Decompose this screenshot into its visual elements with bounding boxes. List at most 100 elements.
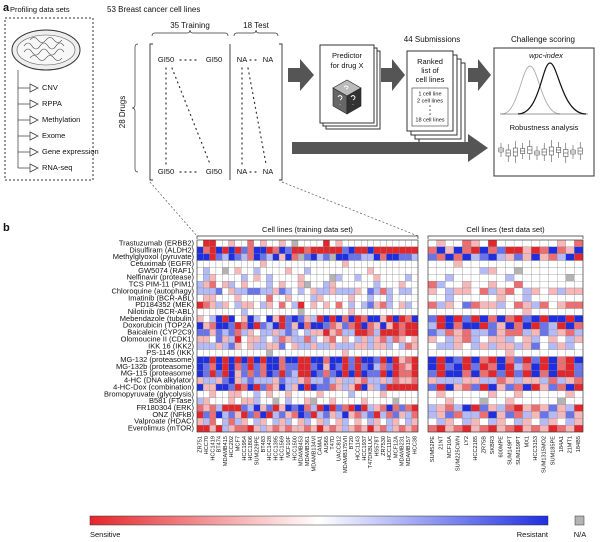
row-label: MG-132 (proteasome): [120, 355, 194, 364]
heatmap-cell: [548, 390, 558, 398]
heatmap-cell: [392, 315, 400, 323]
heatmap-cell: [445, 315, 454, 323]
heatmap-cell: [291, 260, 299, 268]
heatmap-cell: [398, 322, 406, 330]
heatmap-cell: [234, 308, 242, 316]
heatmap-cell: [548, 335, 558, 344]
heatmap-cell: [329, 342, 337, 350]
heatmap-cell: [453, 322, 463, 330]
heatmap-cell: [565, 274, 575, 282]
heatmap-cell: [291, 376, 299, 385]
heatmap-cell: [531, 280, 541, 289]
heatmap-cell: [453, 335, 463, 344]
column-label: HCC1187: [387, 436, 393, 460]
heatmap-cell: [222, 411, 229, 419]
heatmap-cell: [367, 315, 374, 323]
heatmap-cell: [470, 383, 480, 392]
heatmap-cell: [329, 424, 337, 433]
heatmap-cell: [253, 335, 261, 344]
heatmap-cell: [405, 349, 412, 357]
heatmap-cell: [241, 376, 248, 385]
heatmap-cell: [557, 301, 566, 309]
heatmap-cell: [405, 308, 412, 316]
heatmap-cell: [285, 294, 292, 302]
heatmap-cell: [367, 404, 374, 412]
heatmap-cell: [496, 383, 506, 392]
column-label: BT474: [217, 436, 223, 452]
heatmap-cell: [316, 397, 324, 405]
heatmap-cell: [272, 274, 280, 282]
heatmap-cell: [479, 260, 489, 268]
heatmap-cell: [209, 383, 217, 392]
heatmap-cell: [436, 397, 446, 405]
column-label: MX1: [525, 436, 531, 448]
heatmap-cell: [574, 356, 584, 364]
column-label: BT483: [261, 436, 267, 452]
heatmap-cell: [297, 342, 305, 350]
heatmap-cell: [291, 342, 299, 350]
heatmap-cell: [386, 383, 393, 392]
heatmap-cell: [565, 349, 575, 357]
heatmap-cell: [373, 280, 381, 289]
heatmap-cell: [470, 390, 480, 398]
heatmap-cell: [222, 294, 229, 302]
heatmap-cell: [548, 246, 558, 254]
heatmap-cell: [203, 335, 210, 344]
heatmap-cell: [234, 376, 242, 385]
heatmap-cell: [367, 397, 374, 405]
heatmap-cell: [411, 383, 419, 392]
heatmap-cell: [427, 397, 437, 405]
heatmap-cell: [367, 363, 374, 371]
heatmap-cell: [310, 397, 318, 405]
heatmap-cell: [209, 404, 217, 412]
heatmap-cell: [462, 335, 472, 344]
heatmap-cell: [297, 424, 305, 433]
heatmap-frame: [196, 239, 419, 433]
heatmap-cell: [272, 294, 280, 302]
heatmap-cell: [445, 424, 454, 433]
row-label: Chloroquine (autophagy): [111, 286, 194, 295]
heatmap-cell: [266, 349, 273, 357]
heatmap-cell: [228, 253, 236, 261]
heatmap-cell: [392, 363, 400, 371]
column-label: HCC1395: [273, 436, 279, 461]
heatmap-cell: [427, 376, 437, 385]
heatmap-cell: [488, 280, 498, 289]
heatmap-cell: [531, 308, 541, 316]
heatmap-cell: [367, 267, 374, 275]
heatmap-cell: [253, 342, 261, 350]
arrow: [468, 59, 491, 91]
heatmap-cell: [361, 287, 368, 296]
heatmap-cell: [228, 267, 236, 275]
heatmap-cell: [405, 376, 412, 385]
heatmap-cell: [445, 267, 454, 275]
heatmap-cell: [392, 376, 400, 385]
legend-high: Resistant: [517, 530, 549, 539]
heatmap-cell: [496, 397, 506, 405]
heatmap-cell: [266, 390, 273, 398]
heatmap-cell: [392, 294, 400, 302]
heatmap-cell: [253, 315, 261, 323]
heatmap-cell: [565, 424, 575, 433]
heatmap-cell: [247, 315, 254, 323]
heatmap-cell: [215, 301, 223, 309]
heatmap-cell: [445, 411, 454, 419]
heatmap-cell: [445, 418, 454, 426]
column-label: SUM229PE: [254, 436, 260, 465]
heatmap-cell: [496, 342, 506, 350]
heatmap-cell: [361, 328, 368, 337]
heatmap-cell: [386, 322, 393, 330]
heatmap-cell: [574, 342, 584, 350]
heatmap-cell: [386, 363, 393, 371]
heatmap-cell: [379, 424, 387, 433]
heatmap-cell: [304, 253, 311, 261]
heatmap-cell: [304, 349, 311, 357]
heatmap-cell: [411, 342, 419, 350]
heatmap-cell: [310, 280, 318, 289]
heatmap-cell: [574, 363, 584, 371]
heatmap-cell: [361, 308, 368, 316]
heatmap-cell: [310, 356, 318, 364]
column-label: BT20: [349, 436, 355, 449]
heatmap-cell: [436, 287, 446, 296]
heatmap-cell: [335, 246, 343, 254]
